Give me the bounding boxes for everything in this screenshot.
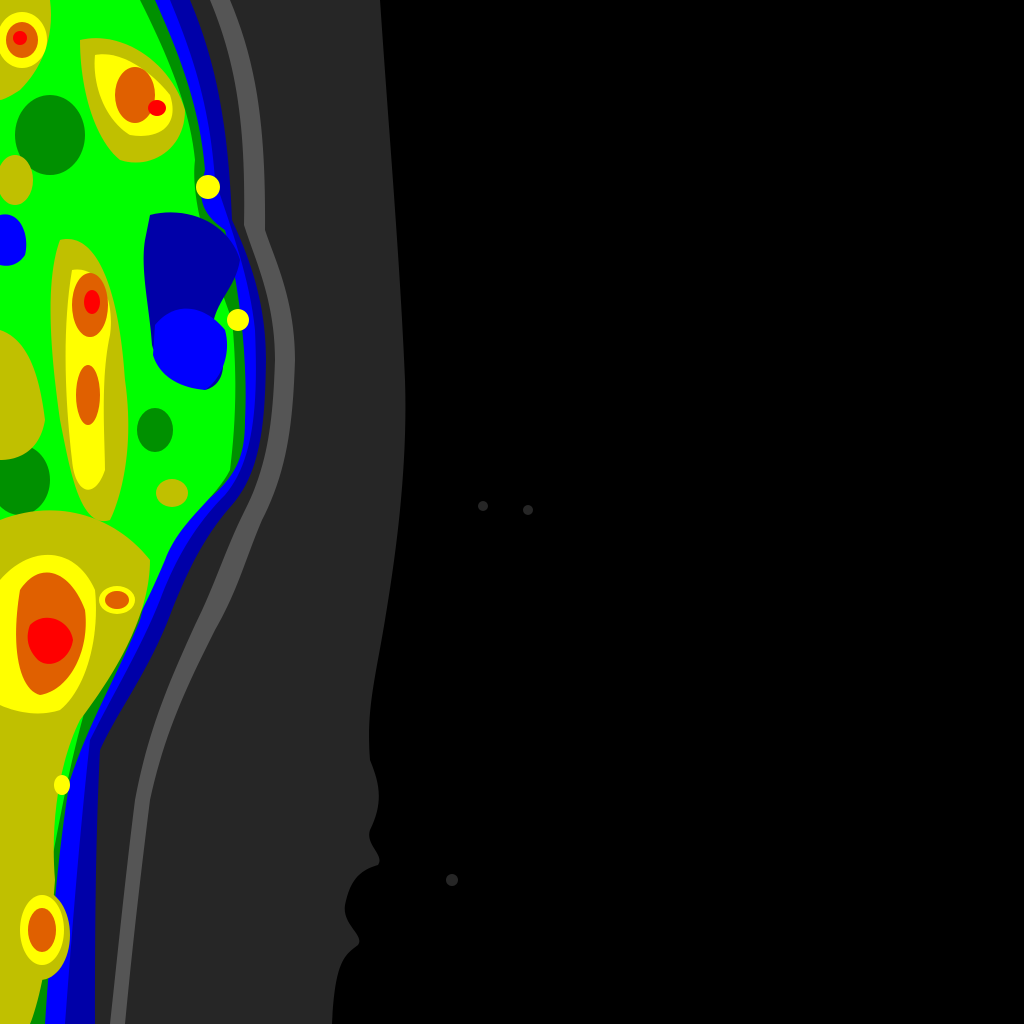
red-area xyxy=(13,31,27,45)
patch xyxy=(137,408,173,452)
olive-area xyxy=(156,479,188,507)
yellow-area xyxy=(227,309,249,331)
olive-area xyxy=(0,330,45,460)
red-area xyxy=(84,290,100,314)
yellow-area xyxy=(196,175,220,199)
patch xyxy=(0,445,50,515)
orange-area xyxy=(28,908,56,952)
speck xyxy=(446,874,458,886)
blue-patch xyxy=(0,214,27,266)
blue-lake-edge xyxy=(153,308,228,390)
orange-area xyxy=(115,67,155,123)
red-area xyxy=(27,617,73,664)
red-regions xyxy=(13,31,166,664)
speck xyxy=(523,505,533,515)
olive-area xyxy=(0,155,33,205)
red-area xyxy=(148,100,166,116)
orange-area xyxy=(76,365,100,425)
patch xyxy=(15,95,85,175)
orange-area xyxy=(105,591,129,609)
speck xyxy=(478,501,488,511)
yellow-area xyxy=(54,775,70,795)
